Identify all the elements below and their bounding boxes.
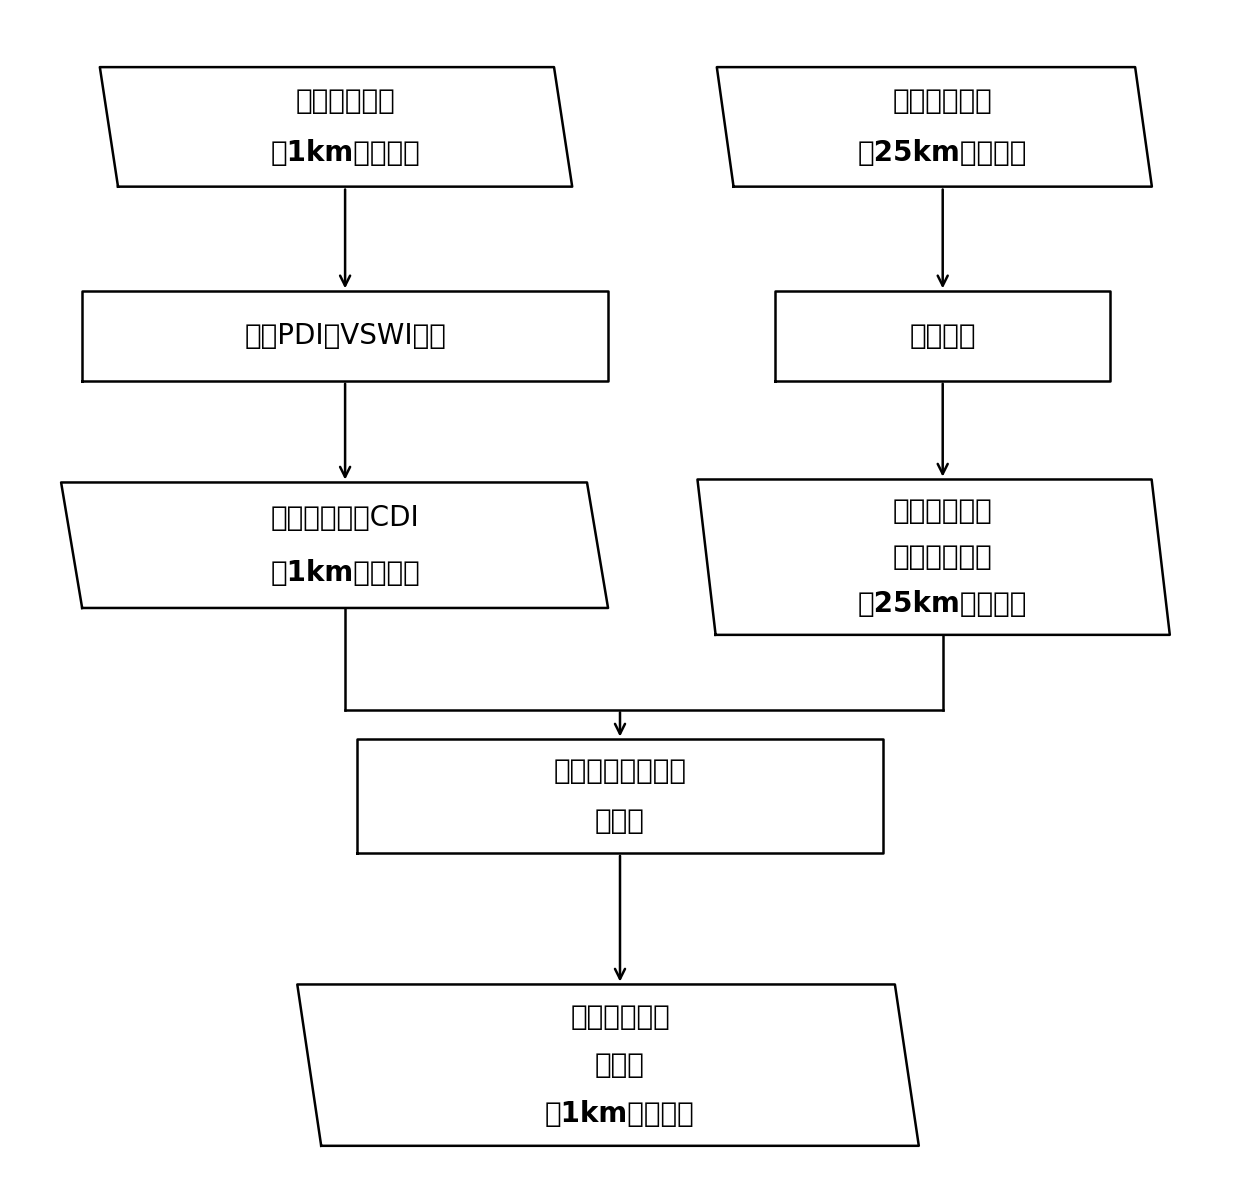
Polygon shape bbox=[697, 479, 1169, 635]
Polygon shape bbox=[100, 67, 572, 187]
Text: 分产品: 分产品 bbox=[595, 1051, 645, 1079]
Text: 微波遥感影像: 微波遥感影像 bbox=[893, 86, 992, 115]
Text: （1km分辨率）: （1km分辨率） bbox=[270, 139, 420, 168]
Polygon shape bbox=[82, 291, 608, 381]
Text: 结合PDI和VSWI指数: 结合PDI和VSWI指数 bbox=[244, 322, 446, 350]
Text: 完整的土壤水: 完整的土壤水 bbox=[570, 1003, 670, 1030]
Text: 影像融合同时进行: 影像融合同时进行 bbox=[553, 757, 687, 785]
Text: 综合干旱指数CDI: 综合干旱指数CDI bbox=[270, 503, 419, 532]
Text: （25km分辨率）: （25km分辨率） bbox=[858, 589, 1028, 618]
Text: 微波遥感影像: 微波遥感影像 bbox=[893, 543, 992, 571]
Text: （1km分辨率）: （1km分辨率） bbox=[270, 558, 420, 587]
Polygon shape bbox=[61, 483, 608, 607]
Polygon shape bbox=[717, 67, 1152, 187]
Polygon shape bbox=[357, 739, 883, 853]
Text: 质量控制后的: 质量控制后的 bbox=[893, 496, 992, 525]
Text: （1km分辨率）: （1km分辨率） bbox=[546, 1100, 694, 1127]
Polygon shape bbox=[775, 291, 1110, 381]
Text: 质量控制: 质量控制 bbox=[909, 322, 976, 350]
Text: 降尺度: 降尺度 bbox=[595, 807, 645, 835]
Text: （25km分辨率）: （25km分辨率） bbox=[858, 139, 1028, 168]
Polygon shape bbox=[298, 985, 919, 1145]
Text: 红外遥感影像: 红外遥感影像 bbox=[295, 86, 396, 115]
